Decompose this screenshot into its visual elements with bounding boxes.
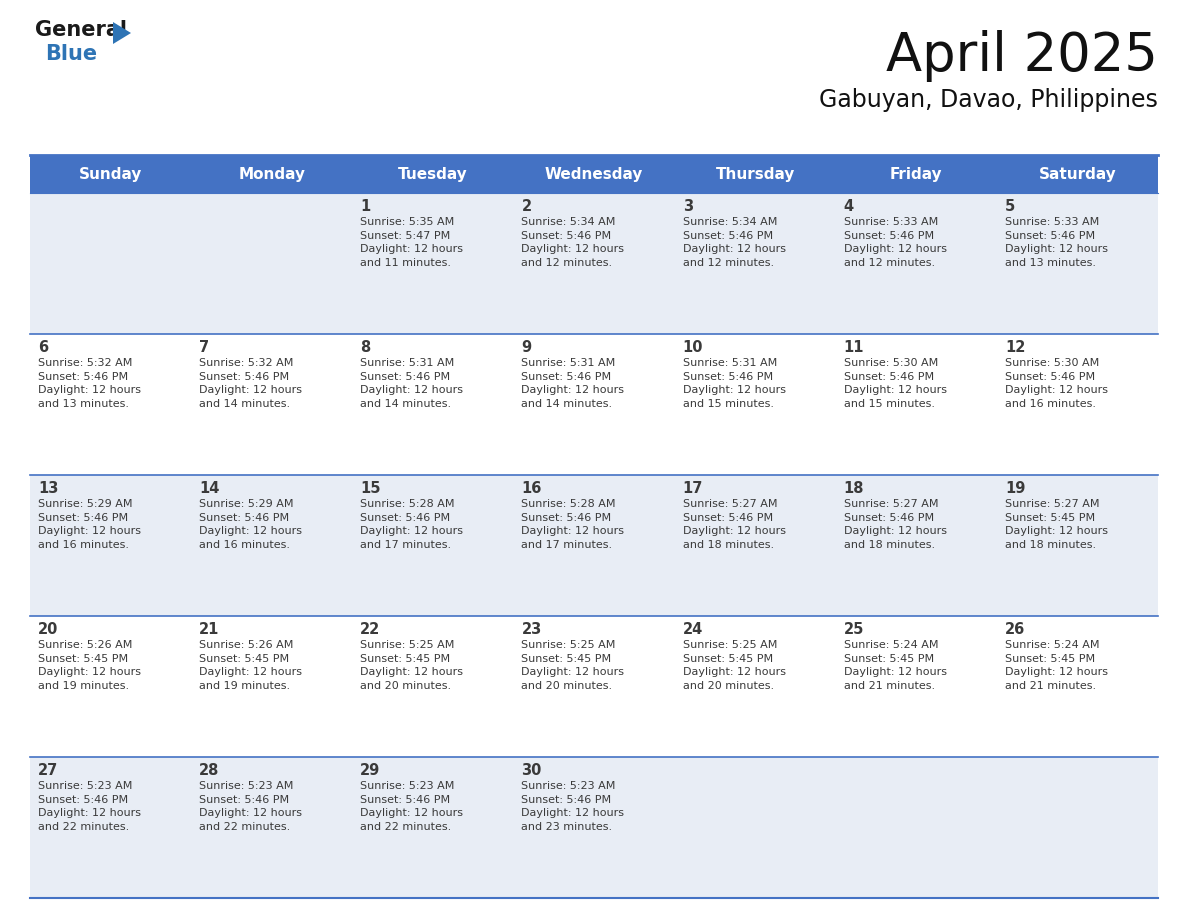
Text: Sunrise: 5:26 AM
Sunset: 5:45 PM
Daylight: 12 hours
and 19 minutes.: Sunrise: 5:26 AM Sunset: 5:45 PM Dayligh… <box>38 640 141 691</box>
Text: Sunrise: 5:27 AM
Sunset: 5:46 PM
Daylight: 12 hours
and 18 minutes.: Sunrise: 5:27 AM Sunset: 5:46 PM Dayligh… <box>843 499 947 550</box>
Text: Sunrise: 5:23 AM
Sunset: 5:46 PM
Daylight: 12 hours
and 22 minutes.: Sunrise: 5:23 AM Sunset: 5:46 PM Dayligh… <box>200 781 302 832</box>
Text: 5: 5 <box>1005 199 1015 214</box>
Text: Sunrise: 5:29 AM
Sunset: 5:46 PM
Daylight: 12 hours
and 16 minutes.: Sunrise: 5:29 AM Sunset: 5:46 PM Dayligh… <box>200 499 302 550</box>
Text: 20: 20 <box>38 622 58 637</box>
Text: Sunrise: 5:31 AM
Sunset: 5:46 PM
Daylight: 12 hours
and 14 minutes.: Sunrise: 5:31 AM Sunset: 5:46 PM Dayligh… <box>522 358 625 409</box>
Text: April 2025: April 2025 <box>886 30 1158 82</box>
Text: 13: 13 <box>38 481 58 496</box>
Text: Sunrise: 5:25 AM
Sunset: 5:45 PM
Daylight: 12 hours
and 20 minutes.: Sunrise: 5:25 AM Sunset: 5:45 PM Dayligh… <box>360 640 463 691</box>
Bar <box>30 334 1158 475</box>
Text: Saturday: Saturday <box>1038 166 1117 182</box>
Text: Sunday: Sunday <box>78 166 143 182</box>
Text: 11: 11 <box>843 340 864 355</box>
Text: 21: 21 <box>200 622 220 637</box>
Text: Sunrise: 5:24 AM
Sunset: 5:45 PM
Daylight: 12 hours
and 21 minutes.: Sunrise: 5:24 AM Sunset: 5:45 PM Dayligh… <box>843 640 947 691</box>
Bar <box>30 475 1158 616</box>
Text: Sunrise: 5:31 AM
Sunset: 5:46 PM
Daylight: 12 hours
and 15 minutes.: Sunrise: 5:31 AM Sunset: 5:46 PM Dayligh… <box>683 358 785 409</box>
Text: Sunrise: 5:33 AM
Sunset: 5:46 PM
Daylight: 12 hours
and 12 minutes.: Sunrise: 5:33 AM Sunset: 5:46 PM Dayligh… <box>843 217 947 268</box>
Text: Sunrise: 5:31 AM
Sunset: 5:46 PM
Daylight: 12 hours
and 14 minutes.: Sunrise: 5:31 AM Sunset: 5:46 PM Dayligh… <box>360 358 463 409</box>
Text: Sunrise: 5:33 AM
Sunset: 5:46 PM
Daylight: 12 hours
and 13 minutes.: Sunrise: 5:33 AM Sunset: 5:46 PM Dayligh… <box>1005 217 1108 268</box>
Text: Sunrise: 5:29 AM
Sunset: 5:46 PM
Daylight: 12 hours
and 16 minutes.: Sunrise: 5:29 AM Sunset: 5:46 PM Dayligh… <box>38 499 141 550</box>
Text: 16: 16 <box>522 481 542 496</box>
Text: Sunrise: 5:23 AM
Sunset: 5:46 PM
Daylight: 12 hours
and 23 minutes.: Sunrise: 5:23 AM Sunset: 5:46 PM Dayligh… <box>522 781 625 832</box>
Text: 24: 24 <box>683 622 703 637</box>
Text: 7: 7 <box>200 340 209 355</box>
Text: 12: 12 <box>1005 340 1025 355</box>
Text: Tuesday: Tuesday <box>398 166 468 182</box>
Text: Sunrise: 5:30 AM
Sunset: 5:46 PM
Daylight: 12 hours
and 15 minutes.: Sunrise: 5:30 AM Sunset: 5:46 PM Dayligh… <box>843 358 947 409</box>
Text: Thursday: Thursday <box>715 166 795 182</box>
Bar <box>30 757 1158 898</box>
Text: 30: 30 <box>522 763 542 778</box>
Text: Sunrise: 5:30 AM
Sunset: 5:46 PM
Daylight: 12 hours
and 16 minutes.: Sunrise: 5:30 AM Sunset: 5:46 PM Dayligh… <box>1005 358 1108 409</box>
Text: 1: 1 <box>360 199 371 214</box>
Text: Sunrise: 5:32 AM
Sunset: 5:46 PM
Daylight: 12 hours
and 14 minutes.: Sunrise: 5:32 AM Sunset: 5:46 PM Dayligh… <box>200 358 302 409</box>
Text: Friday: Friday <box>890 166 942 182</box>
Text: 29: 29 <box>360 763 380 778</box>
Text: Sunrise: 5:28 AM
Sunset: 5:46 PM
Daylight: 12 hours
and 17 minutes.: Sunrise: 5:28 AM Sunset: 5:46 PM Dayligh… <box>360 499 463 550</box>
Text: Sunrise: 5:25 AM
Sunset: 5:45 PM
Daylight: 12 hours
and 20 minutes.: Sunrise: 5:25 AM Sunset: 5:45 PM Dayligh… <box>522 640 625 691</box>
Bar <box>30 616 1158 757</box>
Text: 15: 15 <box>360 481 381 496</box>
Text: 26: 26 <box>1005 622 1025 637</box>
Text: 25: 25 <box>843 622 864 637</box>
Text: 17: 17 <box>683 481 703 496</box>
Text: Monday: Monday <box>239 166 305 182</box>
Text: General: General <box>34 20 127 40</box>
Text: 28: 28 <box>200 763 220 778</box>
Text: 10: 10 <box>683 340 703 355</box>
Text: 27: 27 <box>38 763 58 778</box>
Bar <box>30 155 1158 193</box>
Text: 6: 6 <box>38 340 49 355</box>
Text: Sunrise: 5:24 AM
Sunset: 5:45 PM
Daylight: 12 hours
and 21 minutes.: Sunrise: 5:24 AM Sunset: 5:45 PM Dayligh… <box>1005 640 1108 691</box>
Bar <box>30 193 1158 334</box>
Text: 4: 4 <box>843 199 854 214</box>
Text: Sunrise: 5:32 AM
Sunset: 5:46 PM
Daylight: 12 hours
and 13 minutes.: Sunrise: 5:32 AM Sunset: 5:46 PM Dayligh… <box>38 358 141 409</box>
Text: 23: 23 <box>522 622 542 637</box>
Text: Sunrise: 5:35 AM
Sunset: 5:47 PM
Daylight: 12 hours
and 11 minutes.: Sunrise: 5:35 AM Sunset: 5:47 PM Dayligh… <box>360 217 463 268</box>
Text: 2: 2 <box>522 199 531 214</box>
Text: Sunrise: 5:23 AM
Sunset: 5:46 PM
Daylight: 12 hours
and 22 minutes.: Sunrise: 5:23 AM Sunset: 5:46 PM Dayligh… <box>38 781 141 832</box>
Text: 8: 8 <box>360 340 371 355</box>
Text: Sunrise: 5:23 AM
Sunset: 5:46 PM
Daylight: 12 hours
and 22 minutes.: Sunrise: 5:23 AM Sunset: 5:46 PM Dayligh… <box>360 781 463 832</box>
Text: Sunrise: 5:27 AM
Sunset: 5:45 PM
Daylight: 12 hours
and 18 minutes.: Sunrise: 5:27 AM Sunset: 5:45 PM Dayligh… <box>1005 499 1108 550</box>
Text: Sunrise: 5:25 AM
Sunset: 5:45 PM
Daylight: 12 hours
and 20 minutes.: Sunrise: 5:25 AM Sunset: 5:45 PM Dayligh… <box>683 640 785 691</box>
Text: Sunrise: 5:27 AM
Sunset: 5:46 PM
Daylight: 12 hours
and 18 minutes.: Sunrise: 5:27 AM Sunset: 5:46 PM Dayligh… <box>683 499 785 550</box>
Text: Sunrise: 5:34 AM
Sunset: 5:46 PM
Daylight: 12 hours
and 12 minutes.: Sunrise: 5:34 AM Sunset: 5:46 PM Dayligh… <box>522 217 625 268</box>
Text: Sunrise: 5:28 AM
Sunset: 5:46 PM
Daylight: 12 hours
and 17 minutes.: Sunrise: 5:28 AM Sunset: 5:46 PM Dayligh… <box>522 499 625 550</box>
Text: 22: 22 <box>360 622 380 637</box>
Text: Blue: Blue <box>45 44 97 64</box>
Text: 19: 19 <box>1005 481 1025 496</box>
Text: Wednesday: Wednesday <box>545 166 643 182</box>
Text: Gabuyan, Davao, Philippines: Gabuyan, Davao, Philippines <box>819 88 1158 112</box>
Text: 14: 14 <box>200 481 220 496</box>
Text: 3: 3 <box>683 199 693 214</box>
Polygon shape <box>113 22 131 44</box>
Text: 9: 9 <box>522 340 531 355</box>
Text: 18: 18 <box>843 481 864 496</box>
Text: Sunrise: 5:34 AM
Sunset: 5:46 PM
Daylight: 12 hours
and 12 minutes.: Sunrise: 5:34 AM Sunset: 5:46 PM Dayligh… <box>683 217 785 268</box>
Text: Sunrise: 5:26 AM
Sunset: 5:45 PM
Daylight: 12 hours
and 19 minutes.: Sunrise: 5:26 AM Sunset: 5:45 PM Dayligh… <box>200 640 302 691</box>
